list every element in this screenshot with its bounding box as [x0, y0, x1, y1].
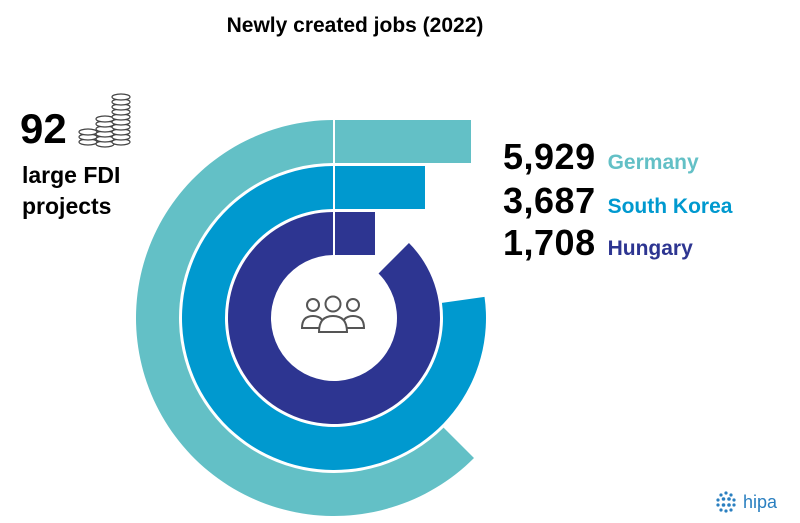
hipa-logo-text: hipa: [743, 491, 778, 512]
value-label-south-korea: 3,687: [503, 180, 596, 221]
coin-stack-icon: [76, 92, 136, 157]
fdi-label-line1: large FDI: [22, 162, 121, 188]
bar-straight-germany: [335, 120, 471, 163]
bar-straight-south-korea: [335, 166, 425, 209]
bar-straight-hungary: [335, 212, 375, 255]
people-group-icon: [298, 292, 368, 341]
bar-arc-hungary: [227, 212, 440, 424]
bar-south-korea: [181, 166, 486, 470]
legend-row-hungary: 1,708 Hungary: [503, 222, 693, 264]
legend-row-germany: 5,929 Germany: [503, 136, 699, 178]
country-label-germany: Germany: [607, 151, 699, 174]
fdi-label-line2: projects: [22, 193, 112, 219]
value-label-germany: 5,929: [503, 136, 596, 177]
country-label-hungary: Hungary: [607, 237, 693, 260]
legend-row-south-korea: 3,687 South Korea: [503, 180, 732, 222]
chart-title: Newly created jobs (2022): [226, 14, 484, 37]
bar-hungary: [227, 212, 440, 424]
country-label-south-korea: South Korea: [607, 195, 733, 218]
value-label-hungary: 1,708: [503, 222, 596, 263]
fdi-project-count: 92: [20, 105, 67, 152]
globe-icon: [716, 491, 736, 513]
bar-germany: [136, 120, 475, 516]
hipa-logo: hipa: [713, 489, 777, 515]
fdi-project-label: large FDI projects: [22, 160, 172, 222]
bar-arc-germany: [136, 120, 475, 516]
